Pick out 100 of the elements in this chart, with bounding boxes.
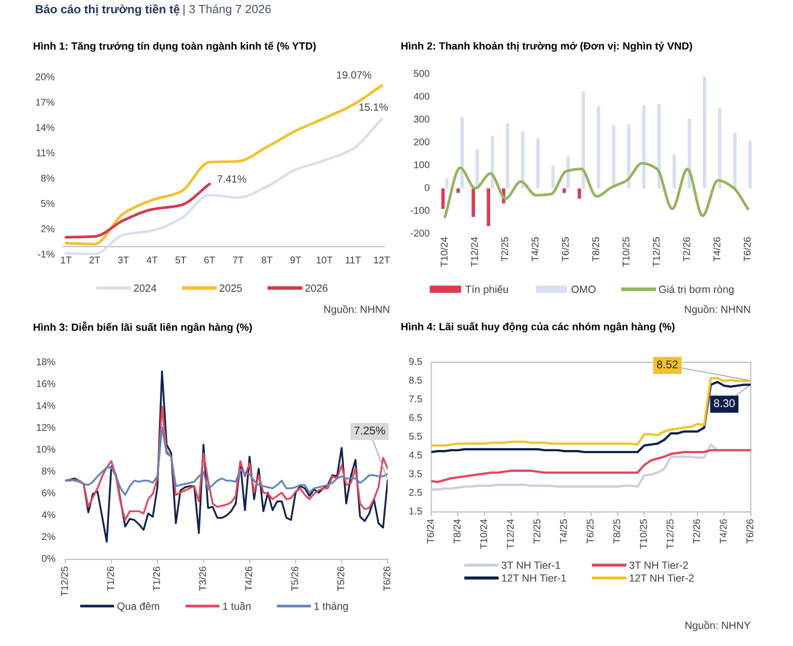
bar — [486, 188, 490, 226]
x-tick-label: 3T — [118, 256, 129, 264]
bar — [718, 108, 722, 188]
x-tick-label: T3/26 — [198, 566, 206, 591]
legend-label: Tín phiếu — [465, 284, 508, 296]
x-tick-label: 4T — [146, 256, 158, 264]
x-tick-label: T6/25 — [586, 519, 594, 544]
bar — [596, 106, 600, 188]
bar — [672, 154, 676, 188]
y-tick-label: 10% — [36, 446, 56, 453]
bar — [748, 140, 752, 188]
bar — [456, 188, 460, 193]
y-tick-label: 300 — [414, 116, 430, 123]
chart-title: Hình 4: Lãi suất huy động của các nhóm ngân hàng (%) — [401, 322, 675, 332]
bar — [472, 188, 475, 217]
chart-title: Hình 1: Tăng trưởng tín dụng toàn ngành kinh tế (% YTD) — [34, 42, 316, 52]
x-tick-label: T2/25 — [501, 237, 508, 262]
legend-label: 12T NH Tier-1 — [502, 574, 566, 582]
x-tick-label: T2/26 — [692, 519, 700, 544]
y-tick-label: 16% — [36, 380, 56, 388]
x-tick-label: T8/25 — [613, 519, 620, 544]
y-tick-label: 9.5 — [409, 358, 422, 365]
x-tick-label: 12T — [374, 256, 390, 264]
legend-label: 1 tuần — [223, 602, 251, 610]
x-tick-label: T2/26 — [682, 237, 690, 262]
x-tick-label: T10/24 — [480, 519, 488, 549]
annotation: 8.52 — [657, 360, 678, 368]
y-tick-label: 2% — [42, 533, 56, 540]
text: | 3 Tháng 7 2026 — [184, 4, 271, 16]
legend-label: 2025 — [220, 284, 242, 292]
x-tick-label: T4/25 — [560, 519, 567, 544]
x-tick-label: T2/25 — [533, 519, 540, 544]
bar — [445, 178, 449, 188]
y-tick-label: 200 — [414, 138, 430, 146]
bar — [566, 156, 570, 188]
x-tick-label: T4/25 — [531, 237, 538, 262]
bar — [702, 76, 706, 188]
bar — [521, 131, 524, 188]
legend-label: 2026 — [305, 284, 328, 292]
y-tick-label: 4% — [42, 511, 56, 518]
line-series — [65, 426, 388, 496]
y-tick-label: -100 — [410, 206, 430, 214]
annotation: 7.41% — [217, 175, 246, 183]
bar — [551, 166, 555, 188]
legend-label: Giá trị bơm ròng — [659, 285, 734, 296]
bar — [441, 188, 445, 209]
x-tick-label: T5/26 — [337, 566, 344, 591]
text: Nguồn: NHNN — [684, 304, 750, 316]
x-tick-label: T6/26 — [743, 237, 751, 262]
y-tick-label: 4.5 — [408, 452, 422, 458]
y-tick-label: 100 — [414, 161, 430, 168]
x-tick-label: T8/25 — [592, 237, 600, 262]
x-tick-label: T10/24 — [440, 237, 448, 267]
x-tick-label: T1/26 — [152, 566, 160, 591]
chart-title: Hình 3: Diễn biến lãi suất liên ngân hàng (%) — [34, 322, 252, 333]
x-tick-label: T4/26 — [720, 519, 727, 544]
text: Nguồn: NHNN — [324, 304, 390, 316]
y-tick-label: 0 — [424, 184, 430, 191]
y-tick-label: 1.5 — [410, 508, 422, 515]
y-tick-label: 7.5 — [409, 396, 422, 402]
y-tick-label: 18% — [36, 358, 56, 366]
bar — [536, 138, 540, 188]
bar — [582, 91, 585, 188]
y-tick-label: 14% — [36, 124, 54, 131]
x-tick-label: T10/25 — [622, 237, 630, 267]
bar — [612, 126, 616, 188]
x-tick-label: 9T — [290, 256, 302, 264]
annotation: 7.25% — [354, 426, 386, 434]
x-tick-label: T12/25 — [60, 566, 68, 596]
y-tick-label: 17% — [36, 98, 54, 106]
line-series — [431, 443, 719, 491]
annotation: 8.30 — [714, 399, 735, 408]
y-tick-label: 8% — [41, 174, 54, 182]
annotation: 15.1% — [359, 103, 388, 111]
legend-label: Qua đêm — [117, 602, 160, 612]
line-series — [431, 449, 751, 484]
x-tick-label: 5T — [176, 256, 186, 264]
y-tick-label: 5% — [41, 200, 54, 207]
y-tick-label: 3.5 — [409, 470, 422, 478]
x-tick-label: T5/26 — [291, 566, 298, 591]
bar — [733, 132, 737, 188]
x-tick-label: T4/26 — [713, 237, 720, 262]
text: Nguồn: NHNY — [686, 620, 750, 632]
x-tick-label: 11T — [346, 256, 361, 264]
y-tick-label: 8% — [42, 468, 56, 475]
y-tick-label: 20% — [36, 73, 54, 80]
x-tick-label: 6T — [204, 256, 215, 264]
x-tick-label: T6/26 — [746, 519, 754, 544]
x-tick-label: T6/24 — [426, 519, 434, 544]
y-tick-label: 12% — [36, 424, 56, 431]
x-tick-label: 10T — [316, 256, 332, 264]
y-tick-label: -200 — [410, 230, 430, 237]
x-tick-label: T8/24 — [453, 519, 461, 544]
y-tick-label: -1% — [38, 250, 54, 258]
y-tick-label: 2.5 — [409, 488, 422, 496]
x-tick-label: T10/25 — [640, 519, 647, 549]
x-tick-label: T6/26 — [383, 566, 390, 591]
x-tick-label: 7T — [233, 256, 244, 264]
y-tick-label: 8.5 — [409, 376, 422, 384]
x-tick-label: T12/25 — [666, 519, 674, 549]
